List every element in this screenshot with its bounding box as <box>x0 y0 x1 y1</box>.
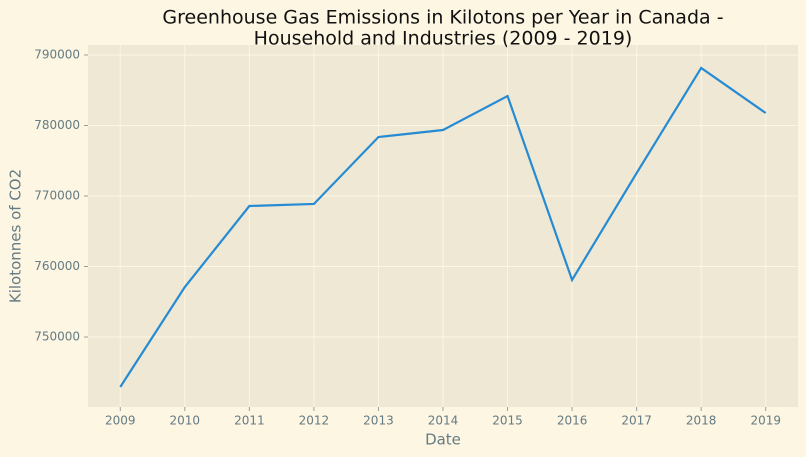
line <box>119 66 767 388</box>
x-tick-label: 2013 <box>363 414 394 428</box>
y-tick-label: 790000 <box>34 48 80 62</box>
y-tick-label: 750000 <box>34 329 80 343</box>
x-tick-label: 2009 <box>105 414 136 428</box>
chart-title: Greenhouse Gas Emissions in Kilotons per… <box>162 7 723 29</box>
x-tick-label: 2011 <box>234 414 265 428</box>
x-tick-label: 2010 <box>170 414 201 428</box>
x-tick-label: 2019 <box>750 414 781 428</box>
x-tick-label: 2018 <box>686 414 717 428</box>
y-tick-label: 760000 <box>34 259 80 273</box>
x-axis-label: Date <box>425 431 461 449</box>
x-tick-label: 2016 <box>557 414 588 428</box>
y-tick-label: 770000 <box>34 189 80 203</box>
x-tick-label: 2017 <box>621 414 652 428</box>
x-tick-label: 2014 <box>428 414 459 428</box>
y-tick-label: 780000 <box>34 118 80 132</box>
y-axis-label: Kilotonnes of CO2 <box>7 169 25 303</box>
chart-title: Household and Industries (2009 - 2019) <box>254 28 633 50</box>
x-tick-label: 2012 <box>299 414 330 428</box>
x-tick-label: 2015 <box>492 414 523 428</box>
